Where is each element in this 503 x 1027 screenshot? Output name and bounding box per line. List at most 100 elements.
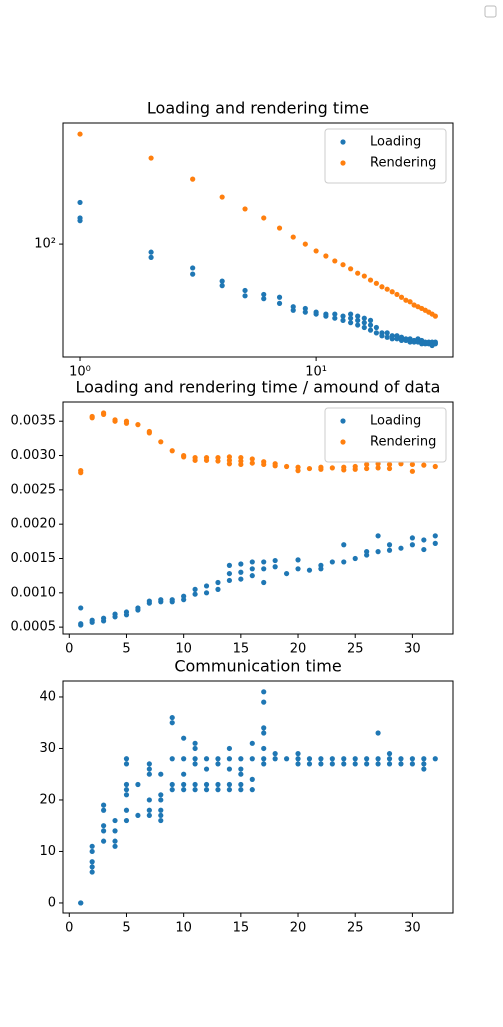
- point: [226, 461, 233, 467]
- point: [89, 848, 95, 855]
- point: [123, 792, 130, 798]
- point: [123, 817, 130, 824]
- legend: Loading Rendering: [324, 128, 447, 184]
- point: [249, 776, 255, 782]
- point: [421, 756, 427, 762]
- y-tick-label: 0: [48, 895, 56, 910]
- point: [226, 781, 233, 788]
- point: [409, 761, 415, 767]
- point: [215, 579, 221, 586]
- y-tick-label: 0.0025: [11, 482, 57, 497]
- point: [77, 199, 83, 206]
- point: [219, 194, 225, 200]
- point: [192, 756, 198, 762]
- point: [146, 771, 152, 777]
- point: [203, 590, 210, 596]
- point: [295, 468, 301, 474]
- point: [386, 756, 393, 762]
- x-tick-label: 0: [65, 642, 73, 657]
- point: [386, 542, 393, 548]
- point: [169, 448, 175, 454]
- point: [203, 457, 210, 463]
- y-tick-label: 10²: [34, 237, 56, 252]
- point: [323, 313, 329, 319]
- point: [169, 720, 175, 726]
- point: [261, 725, 267, 731]
- x-tick-label: 10¹: [305, 365, 327, 380]
- point: [181, 454, 187, 460]
- point: [190, 271, 196, 277]
- point: [169, 599, 175, 605]
- y-tick-label: 0.0030: [11, 448, 57, 463]
- point: [295, 566, 301, 572]
- x-tick-label: 10⁰: [69, 365, 91, 380]
- point: [203, 583, 210, 589]
- plot-frame: [62, 680, 454, 914]
- point: [272, 756, 278, 762]
- point: [146, 430, 152, 436]
- point: [341, 559, 347, 565]
- point: [192, 586, 198, 592]
- point: [375, 761, 381, 767]
- point: [261, 215, 267, 221]
- point: [367, 317, 374, 323]
- point: [261, 689, 267, 695]
- point: [409, 542, 415, 548]
- point: [148, 249, 154, 255]
- point: [318, 761, 324, 767]
- point: [190, 176, 196, 182]
- subplot: Loading and rendering time / amound of d…: [11, 378, 454, 657]
- point: [409, 461, 415, 468]
- point: [386, 465, 393, 472]
- point: [226, 745, 233, 752]
- y-tick-label: 0.0035: [11, 414, 57, 429]
- point: [192, 761, 198, 767]
- point: [306, 761, 313, 767]
- x-tick-label: 5: [122, 921, 130, 936]
- point: [352, 756, 358, 762]
- point: [352, 466, 358, 472]
- point: [261, 566, 267, 572]
- point: [379, 284, 385, 290]
- point: [146, 600, 152, 606]
- point: [379, 333, 385, 339]
- point: [203, 766, 210, 772]
- point: [375, 533, 381, 539]
- point: [355, 322, 361, 328]
- point: [192, 457, 198, 463]
- point: [238, 569, 244, 575]
- point: [123, 781, 130, 788]
- point: [181, 756, 187, 762]
- point: [146, 807, 152, 813]
- point: [389, 336, 395, 342]
- point: [203, 756, 210, 762]
- point: [261, 461, 267, 468]
- point: [272, 463, 278, 469]
- point: [78, 605, 84, 611]
- point: [361, 273, 367, 279]
- point: [238, 461, 244, 468]
- point: [283, 756, 290, 762]
- point: [169, 787, 175, 793]
- point: [261, 559, 267, 565]
- point: [77, 218, 83, 224]
- point: [181, 597, 187, 603]
- x-tick-label: 20: [290, 642, 307, 657]
- point: [112, 418, 118, 424]
- point: [226, 577, 233, 584]
- point: [403, 297, 409, 303]
- point: [242, 287, 248, 294]
- point: [215, 761, 221, 767]
- point: [306, 567, 313, 573]
- point: [169, 714, 175, 721]
- point: [89, 869, 95, 875]
- point: [158, 797, 164, 803]
- y-tick-label: 0.0015: [11, 551, 57, 566]
- point: [364, 761, 370, 767]
- point: [348, 266, 354, 272]
- point: [192, 591, 198, 597]
- point: [112, 828, 118, 834]
- y-tick-label: 0.0005: [11, 620, 57, 635]
- point: [89, 864, 95, 870]
